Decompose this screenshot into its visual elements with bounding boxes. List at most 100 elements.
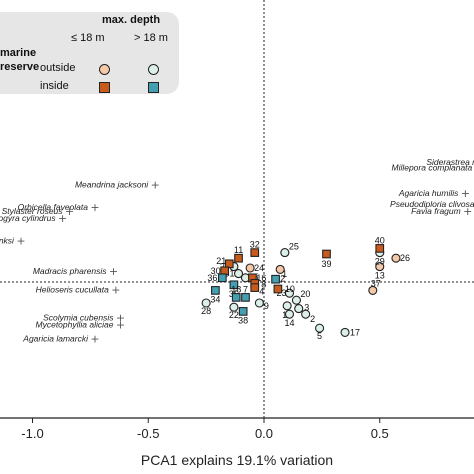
species-label: Favia fragum	[411, 206, 461, 216]
x-tick-label: -0.5	[137, 426, 159, 441]
site-label: 28	[201, 306, 211, 316]
site-label: 36	[207, 273, 217, 283]
site-label: 8	[261, 279, 266, 289]
site-label: 38	[238, 315, 248, 325]
site-marker	[250, 283, 260, 292]
site-marker	[245, 263, 255, 273]
site-marker	[322, 249, 331, 259]
species-label: Mycetophyllia aliciae	[36, 319, 114, 329]
site-label: 37	[371, 278, 381, 288]
site-label: 1	[282, 269, 287, 279]
site-marker	[315, 323, 325, 333]
x-tick-label: 0.0	[255, 426, 273, 441]
site-marker	[340, 327, 350, 337]
species-label: Dendrogyra cylindrus	[0, 213, 56, 223]
site-label: 2	[310, 314, 315, 324]
site-label: 11	[234, 245, 243, 255]
site-label: 13	[375, 271, 385, 281]
legend-group-title: marine reserve	[0, 47, 40, 73]
site-marker	[282, 301, 292, 311]
species-plus-marker: +	[151, 178, 160, 191]
species-plus-marker: +	[16, 234, 25, 247]
species-plus-marker: +	[109, 265, 118, 278]
site-label: 26	[400, 253, 410, 263]
site-marker	[294, 304, 304, 314]
species-plus-marker: +	[111, 283, 120, 296]
site-label: 24	[254, 263, 264, 273]
species-plus-marker: +	[463, 205, 472, 218]
site-label: 39	[321, 259, 331, 269]
legend-marker-inside-shallow	[99, 82, 110, 93]
site-marker	[284, 309, 295, 319]
site-label: 7	[243, 284, 248, 294]
site-label: 5	[317, 331, 322, 341]
x-tick-label: 0.5	[371, 426, 389, 441]
site-marker	[254, 298, 264, 308]
site-marker	[284, 288, 295, 298]
site-label: 40	[375, 235, 385, 245]
site-label: 32	[250, 240, 260, 250]
site-label: 34	[210, 294, 220, 304]
species-label: Scolymia cubensis	[43, 312, 114, 322]
site-marker	[234, 253, 243, 263]
site-label: 10	[285, 284, 295, 294]
site-marker	[229, 280, 239, 290]
site-marker	[241, 293, 250, 302]
legend-marker-outside-deep	[148, 64, 159, 75]
legend-row-outside: outside	[40, 62, 76, 74]
x-axis-label: PCA1 explains 19.1% variation	[140, 452, 334, 468]
species-plus-marker: +	[90, 332, 99, 345]
species-layer: + Siderastrea radians + Millepora complanat…	[0, 157, 474, 345]
legend-title: max. depth	[102, 14, 161, 26]
legend: max. depth ≤ 18 m > 18 m marine reserve …	[0, 12, 179, 94]
legend-marker-outside-shallow	[99, 64, 110, 75]
species-label: Pseudodiploria clivosa	[390, 199, 474, 209]
species-label: Millepora complanata	[391, 163, 472, 173]
site-label: 18	[231, 284, 241, 294]
site-label: 22	[229, 310, 239, 320]
species-label: Agaricia humilis	[398, 188, 459, 198]
site-marker	[231, 293, 241, 302]
site-label: 16	[256, 273, 266, 283]
site-label: 20	[300, 289, 310, 299]
species-plus-marker: +	[116, 318, 125, 331]
legend-column-deep: > 18 m	[134, 32, 168, 44]
site-marker	[291, 295, 301, 305]
sites-layer: 2613371224252320193142517282293115272940…	[201, 235, 410, 341]
site-marker	[271, 274, 280, 284]
site-marker	[368, 285, 378, 295]
species-label: Siderastrea radians	[426, 157, 474, 167]
species-plus-marker: +	[65, 205, 74, 218]
site-label: 21	[216, 256, 226, 266]
species-label: Orbicella franksi	[0, 235, 15, 245]
species-label: Stylaster roseus	[2, 206, 64, 216]
site-marker	[224, 259, 234, 269]
site-label: 17	[350, 327, 360, 337]
species-plus-marker: +	[58, 212, 67, 225]
species-label: Orbicella faveolata	[18, 202, 89, 212]
site-label: 14	[284, 318, 294, 328]
site-label: 4	[259, 287, 264, 297]
site-marker	[375, 262, 385, 272]
species-label: Agaricia lamarcki	[22, 333, 89, 343]
site-marker	[233, 269, 244, 279]
legend-column-shallow: ≤ 18 m	[71, 32, 105, 44]
species-label: Meandrina jacksoni	[75, 179, 149, 189]
site-marker	[217, 273, 227, 283]
site-marker	[375, 244, 385, 253]
site-label: 25	[289, 242, 299, 252]
site-label: 31	[225, 269, 235, 279]
site-marker	[280, 248, 290, 258]
site-marker	[275, 264, 285, 274]
x-tick-label: -1.0	[21, 426, 43, 441]
legend-marker-inside-deep	[148, 82, 159, 93]
site-label: 9	[264, 301, 269, 311]
site-label: 29	[375, 257, 385, 267]
site-label: 12	[275, 273, 285, 283]
site-marker	[250, 248, 260, 257]
site-label: 3	[304, 303, 309, 313]
species-label: Madracis pharensis	[33, 266, 107, 276]
site-marker	[301, 309, 311, 319]
species-plus-marker: +	[461, 187, 470, 200]
